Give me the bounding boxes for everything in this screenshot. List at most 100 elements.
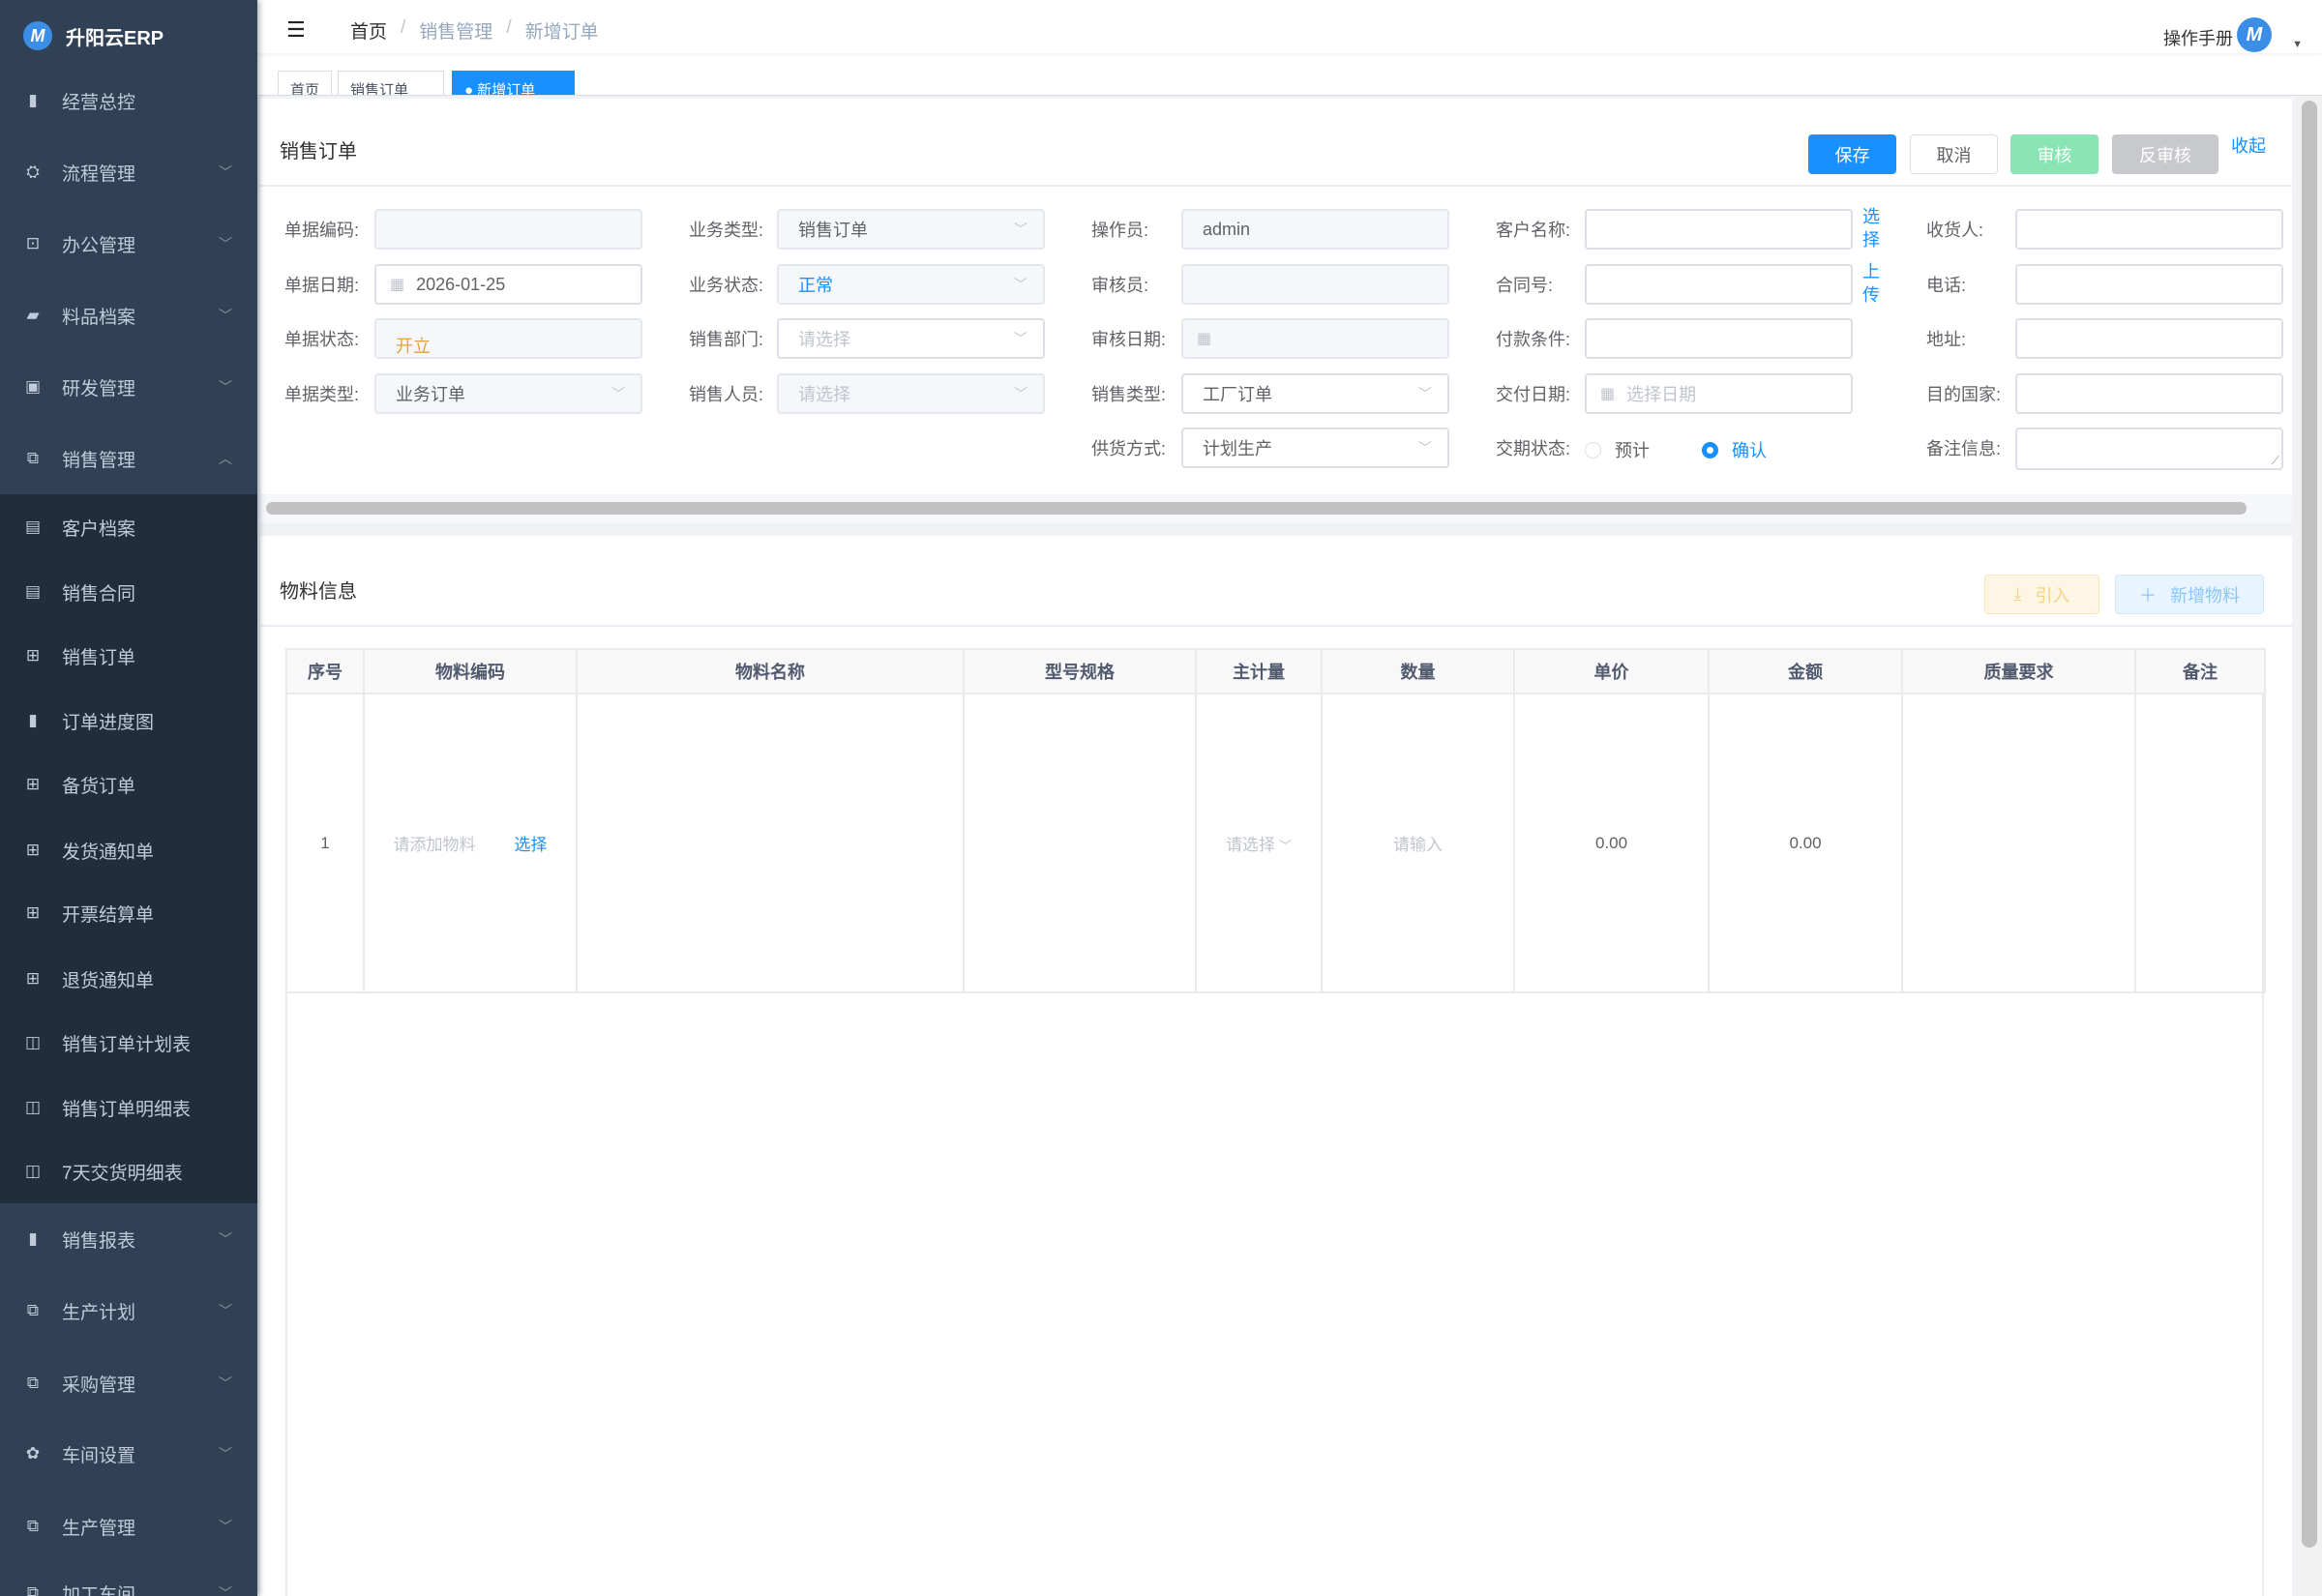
vertical-scrollbar[interactable] — [2302, 101, 2317, 1548]
field-合同号[interactable] — [1585, 264, 1853, 305]
tab-new-order[interactable]: ● 新增订单 — [452, 71, 575, 95]
field-客户名称[interactable] — [1585, 209, 1853, 250]
sidebar-item-5[interactable]: ⧉ 销售管理 ︿ — [0, 439, 257, 478]
field-销售类型[interactable]: 工厂订单 ﹀ — [1181, 373, 1449, 414]
open-book-icon: ◫ — [24, 1162, 42, 1180]
app-logo[interactable]: M 升阳云ERP — [23, 19, 164, 52]
field-单据日期[interactable]: ▦ 2026-01-25 — [374, 264, 642, 305]
field-地址[interactable] — [2015, 318, 2283, 359]
quantity-input[interactable]: 请输入 — [1393, 836, 1443, 854]
chevron-down-icon: ﹀ — [219, 308, 232, 323]
column-header: 数量 — [1321, 648, 1515, 695]
sidebar-item-11[interactable]: ⊞ 发货通知单 — [0, 831, 257, 870]
documents-icon: ⧉ — [26, 1517, 40, 1535]
sidebar-item-4[interactable]: ▣ 研发管理 ﹀ — [0, 368, 257, 406]
field-单据编码[interactable] — [374, 209, 642, 250]
field-交付日期[interactable]: ▦ 选择日期 — [1585, 373, 1853, 414]
field-单据类型[interactable]: 业务订单 ﹀ — [374, 373, 642, 414]
field-目的国家[interactable] — [2015, 373, 2283, 414]
sidebar-item-20[interactable]: ✿ 车间设置 ﹀ — [0, 1434, 257, 1473]
tab-sales-order[interactable]: 销售订单 — [338, 71, 444, 95]
audit-button[interactable]: 审核 — [2010, 134, 2099, 174]
tab-home[interactable]: 首页 — [278, 71, 333, 95]
collapse-link[interactable]: 收起 — [2231, 136, 2266, 156]
tags-view: 首页 销售订单 ● 新增订单 — [257, 53, 2322, 96]
field-收货人[interactable] — [2015, 209, 2283, 250]
sidebar-item-9[interactable]: ▮ 订单进度图 — [0, 701, 257, 740]
save-button[interactable]: 保存 — [1808, 134, 1896, 174]
field-审核员[interactable] — [1181, 264, 1449, 305]
field-link-合同号[interactable]: 上传 — [1862, 262, 1880, 305]
sidebar-item-6[interactable]: ▤ 客户档案 — [0, 508, 257, 547]
field-销售人员[interactable]: 请选择 ﹀ — [777, 373, 1045, 414]
field-单据状态[interactable]: 开立 — [374, 318, 642, 359]
field-label: 业务状态: — [689, 276, 764, 295]
field-备注信息[interactable]: ⟋ — [2015, 428, 2283, 470]
unit-select[interactable]: 请选择 — [1225, 836, 1275, 854]
sidebar-item-15[interactable]: ◫ 销售订单明细表 — [0, 1088, 257, 1127]
unaudit-button[interactable]: 反审核 — [2112, 134, 2218, 174]
field-业务类型[interactable]: 销售订单 ﹀ — [777, 209, 1045, 250]
cancel-button[interactable]: 取消 — [1910, 134, 1998, 174]
caret-down-icon[interactable]: ▼ — [2292, 39, 2303, 50]
field-销售部门[interactable]: 请选择 ﹀ — [777, 318, 1045, 359]
field-业务状态[interactable]: 正常 ﹀ — [777, 264, 1045, 305]
cell-spec — [963, 693, 1197, 993]
field-link-客户名称[interactable]: 选择 — [1862, 207, 1880, 250]
field-电话[interactable] — [2015, 264, 2283, 305]
sidebar-item-13[interactable]: ⊞ 退货通知单 — [0, 960, 257, 998]
select-material-link[interactable]: 选择 — [514, 836, 548, 854]
avatar[interactable]: M — [2237, 17, 2272, 52]
import-button[interactable]: ⤓ 引入 — [1984, 575, 2099, 614]
sidebar-item-8[interactable]: ⊞ 销售订单 — [0, 636, 257, 675]
sidebar-item-16[interactable]: ◫ 7天交货明细表 — [0, 1152, 257, 1191]
radio-option[interactable]: 确认 — [1702, 437, 1767, 462]
radio-circle-icon[interactable] — [1585, 441, 1601, 458]
documents-icon: ⧉ — [26, 1374, 40, 1392]
field-value: 销售订单 — [798, 221, 868, 240]
sidebar-item-label: 研发管理 — [62, 378, 136, 399]
sidebar-item-17[interactable]: ▮ 销售报表 ﹀ — [0, 1220, 257, 1258]
bar-chart-icon: ▮ — [28, 1229, 38, 1248]
breadcrumb-home[interactable]: 首页 — [350, 22, 388, 43]
field-供货方式[interactable]: 计划生产 ﹀ — [1181, 428, 1449, 468]
resize-handle-icon[interactable]: ⟋ — [2271, 454, 2279, 467]
top-header: ☰ 首页 / 销售管理 / 新增订单 操作手册 M ▼ — [257, 0, 2322, 53]
download-icon: ⤓ — [2013, 584, 2022, 604]
sidebar-item-label: 办公管理 — [62, 235, 136, 256]
cell-quality — [1901, 693, 2136, 993]
radio-circle-icon[interactable] — [1702, 441, 1718, 458]
divider — [260, 625, 2292, 627]
sidebar-item-21[interactable]: ⧉ 生产管理 ﹀ — [0, 1507, 257, 1546]
field-付款条件[interactable] — [1585, 318, 1853, 359]
radio-option[interactable]: 预计 — [1585, 437, 1650, 462]
sidebar-item-7[interactable]: ▤ 销售合同 — [0, 573, 257, 611]
sidebar-item-3[interactable]: ▰ 料品档案 ﹀ — [0, 296, 257, 335]
sidebar-item-18[interactable]: ⧉ 生产计划 ﹀ — [0, 1291, 257, 1330]
sidebar-item-12[interactable]: ⊞ 开票结算单 — [0, 894, 257, 932]
logo-icon: M — [23, 21, 52, 50]
horizontal-scrollbar[interactable] — [266, 502, 2247, 515]
manual-link[interactable]: 操作手册 — [2163, 29, 2233, 48]
gear-icon: ✿ — [25, 1444, 41, 1463]
sidebar-item-10[interactable]: ⊞ 备货订单 — [0, 765, 257, 804]
hamburger-icon[interactable]: ☰ — [286, 17, 306, 42]
cell-quantity[interactable]: 请输入 — [1321, 693, 1515, 993]
chevron-down-icon: ﹀ — [1014, 277, 1027, 292]
documents-icon: ⧉ — [26, 449, 40, 467]
sidebar-item-1[interactable]: ⛭ 流程管理 ﹀ — [0, 153, 257, 192]
sidebar-item-2[interactable]: ⊡ 办公管理 ﹀ — [0, 224, 257, 263]
field-操作员[interactable]: admin — [1181, 209, 1449, 250]
field-label: 备注信息: — [1926, 439, 2002, 458]
chevron-down-icon: ﹀ — [1014, 331, 1027, 346]
sidebar-item-19[interactable]: ⧉ 采购管理 ﹀ — [0, 1364, 257, 1403]
field-label: 业务类型: — [689, 221, 764, 240]
field-审核日期[interactable]: ▦ — [1181, 318, 1449, 359]
add-material-button[interactable]: ＋ 新增物料 — [2115, 575, 2264, 614]
bar-chart-icon: ▮ — [28, 711, 38, 729]
sidebar-item-0[interactable]: ▮ 经营总控 — [0, 81, 257, 120]
sidebar-item-22[interactable]: ⧉ 加工车间 ﹀ — [0, 1574, 257, 1596]
sidebar-item-label: 退货通知单 — [62, 970, 155, 991]
cell-unit[interactable]: 请选择 ﹀ — [1195, 693, 1323, 993]
sidebar-item-14[interactable]: ◫ 销售订单计划表 — [0, 1023, 257, 1062]
